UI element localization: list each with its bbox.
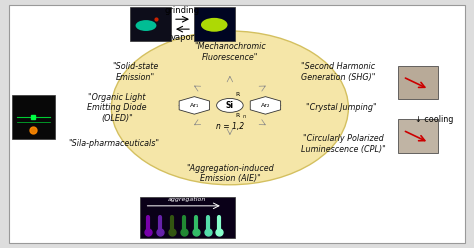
Polygon shape bbox=[250, 97, 281, 114]
Circle shape bbox=[201, 18, 228, 32]
Bar bbox=[130, 7, 171, 41]
Bar bbox=[194, 7, 235, 41]
FancyBboxPatch shape bbox=[9, 5, 465, 243]
Polygon shape bbox=[219, 99, 240, 112]
Text: Si: Si bbox=[226, 101, 234, 110]
Ellipse shape bbox=[111, 31, 348, 185]
Circle shape bbox=[136, 20, 156, 31]
Text: "Solid-state
Emission": "Solid-state Emission" bbox=[112, 62, 159, 82]
Text: "Crystal Jumping": "Crystal Jumping" bbox=[306, 103, 376, 112]
Text: R: R bbox=[236, 92, 240, 97]
Text: "Sila-pharmaceuticals": "Sila-pharmaceuticals" bbox=[68, 139, 159, 148]
Text: R: R bbox=[236, 113, 240, 118]
Text: "Circularly Polarized
Luminescence (CPL)": "Circularly Polarized Luminescence (CPL)… bbox=[301, 134, 386, 154]
Bar bbox=[140, 197, 235, 238]
Text: n: n bbox=[243, 114, 246, 119]
Text: "Second Harmonic
Generation (SHG)": "Second Harmonic Generation (SHG)" bbox=[301, 62, 375, 82]
Text: n = 1,2: n = 1,2 bbox=[216, 122, 244, 131]
Text: ↓ cooling: ↓ cooling bbox=[415, 115, 453, 124]
Bar bbox=[12, 95, 55, 139]
Text: "Organic Light
Emitting Diode
(OLED)": "Organic Light Emitting Diode (OLED)" bbox=[87, 93, 147, 123]
Text: Ar₁: Ar₁ bbox=[190, 103, 199, 108]
Bar bbox=[398, 119, 438, 153]
Text: vapor: vapor bbox=[171, 33, 194, 42]
Bar bbox=[398, 66, 438, 99]
Text: "Mechanochromic
Fluorescence": "Mechanochromic Fluorescence" bbox=[194, 42, 266, 62]
Circle shape bbox=[217, 98, 243, 112]
Text: grinding: grinding bbox=[165, 6, 200, 15]
Polygon shape bbox=[179, 97, 210, 114]
Text: aggregation: aggregation bbox=[168, 197, 206, 202]
Text: Ar₂: Ar₂ bbox=[261, 103, 270, 108]
Text: "Aggregation-induced
Emission (AIE)": "Aggregation-induced Emission (AIE)" bbox=[186, 164, 274, 183]
